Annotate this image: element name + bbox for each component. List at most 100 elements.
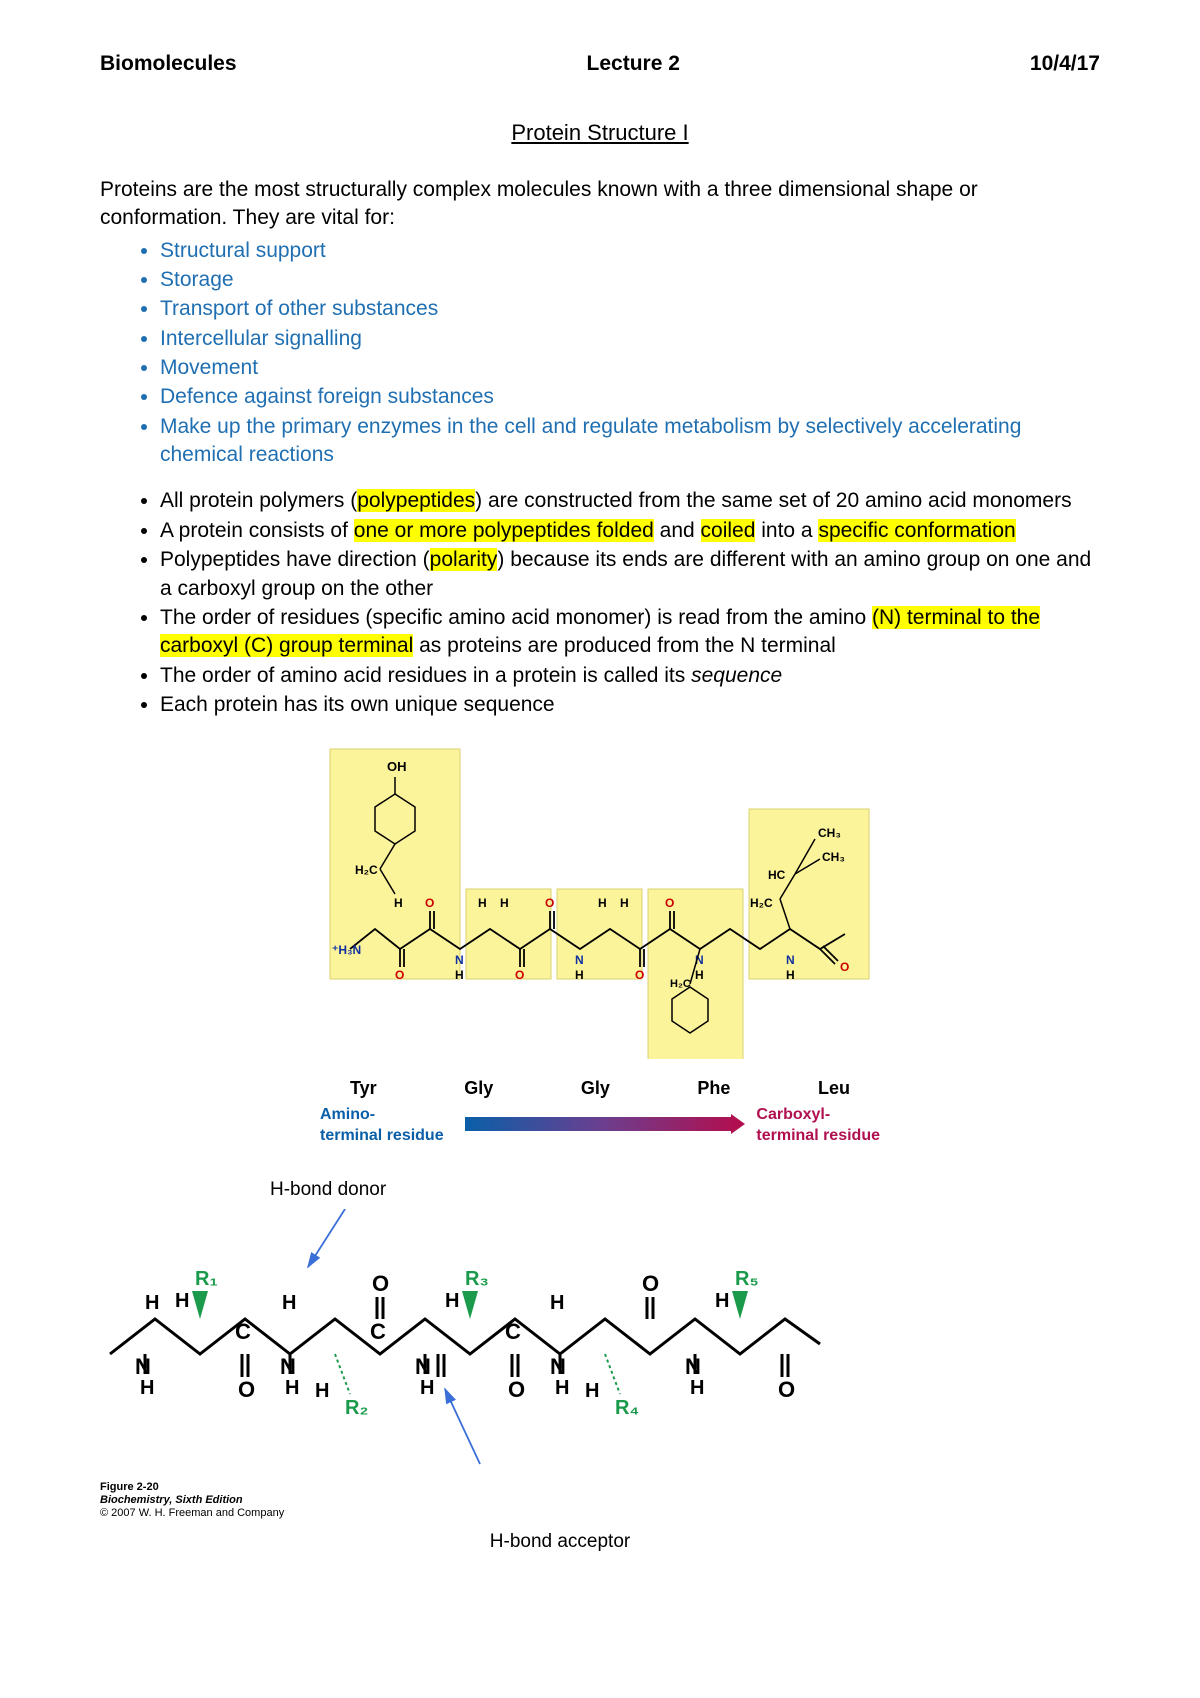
atom-label: O	[425, 896, 434, 910]
pentapeptide-svg: OH H₂C ⁺H₃N H	[320, 739, 880, 1059]
list-item: Each protein has its own unique sequence	[160, 691, 1100, 719]
atom-label: H	[315, 1380, 329, 1402]
highlight: coiled	[701, 519, 756, 542]
intro-text: Proteins are the most structurally compl…	[100, 176, 1100, 233]
atom-label: H	[690, 1377, 704, 1399]
atom-label: O	[372, 1271, 389, 1296]
atom-label: N	[786, 953, 795, 967]
list-item: Intercellular signalling	[160, 325, 1100, 353]
pentapeptide-diagram: OH H₂C ⁺H₃N H	[100, 739, 1100, 1147]
list-item: Make up the primary enzymes in the cell …	[160, 413, 1100, 470]
atom-label: N	[685, 1354, 701, 1379]
atom-label: H	[786, 968, 795, 982]
atom-label: C	[505, 1319, 521, 1344]
atom-label: O	[395, 968, 404, 982]
hbond-acceptor-label: H-bond acceptor	[260, 1529, 860, 1555]
atom-label: N	[455, 953, 464, 967]
functions-list: Structural support Storage Transport of …	[100, 237, 1100, 470]
text: A protein consists of	[160, 519, 354, 542]
highlight: polypeptides	[357, 489, 475, 512]
residue-label: Gly	[581, 1076, 610, 1100]
r-group-label: R₂	[345, 1397, 368, 1419]
list-item: All protein polymers (polypeptides) are …	[160, 487, 1100, 515]
atom-label: H	[555, 1377, 569, 1399]
residue-label: Gly	[464, 1076, 493, 1100]
atom-label: H	[695, 968, 704, 982]
residue-label: Phe	[697, 1076, 730, 1100]
atom-label: OH	[387, 759, 407, 774]
atom-label: H	[420, 1377, 434, 1399]
atom-label: N	[415, 1354, 431, 1379]
text: ) are constructed from the same set of 2…	[475, 489, 1071, 512]
figure-caption: Figure 2-20 Biochemistry, Sixth Edition …	[100, 1481, 860, 1521]
header-center: Lecture 2	[587, 50, 680, 78]
atom-label: H	[394, 896, 403, 910]
atom-label: H₂C	[355, 863, 378, 877]
atom-label: O	[665, 896, 674, 910]
list-item: A protein consists of one or more polype…	[160, 517, 1100, 545]
atom-label: C	[235, 1319, 251, 1344]
highlight: one or more polypeptides folded	[354, 519, 654, 542]
atom-label: H	[478, 896, 487, 910]
text: and	[654, 519, 701, 542]
hbond-svg: H N H R₁ H C O H N H R₂	[100, 1209, 860, 1469]
atom-label: C	[370, 1319, 386, 1344]
residue-labels-row: Tyr Gly Gly Phe Leu	[332, 1068, 868, 1104]
atom-label: ⁺H₃N	[332, 943, 361, 957]
caption-fig: Figure 2-20	[100, 1481, 159, 1493]
residue-label: Tyr	[350, 1076, 377, 1100]
atom-label: O	[778, 1377, 795, 1402]
atom-label: N	[575, 953, 584, 967]
caption-book: Biochemistry, Sixth Edition	[100, 1494, 243, 1506]
list-item: The order of amino acid residues in a pr…	[160, 662, 1100, 690]
atom-label: H	[285, 1377, 299, 1399]
header-left: Biomolecules	[100, 50, 237, 78]
atom-label: H	[620, 896, 629, 910]
atom-label: H	[550, 1292, 564, 1314]
text: All protein polymers (	[160, 489, 357, 512]
atom-label: O	[545, 896, 554, 910]
r-group-label: R₅	[735, 1268, 759, 1290]
header-right: 10/4/17	[1030, 50, 1100, 78]
atom-label: H	[598, 896, 607, 910]
list-item: Structural support	[160, 237, 1100, 265]
residue-label: Leu	[818, 1076, 850, 1100]
atom-label: H	[445, 1290, 459, 1312]
list-item: Polypeptides have direction (polarity) b…	[160, 546, 1100, 603]
page-header: Biomolecules Lecture 2 10/4/17	[100, 50, 1100, 78]
atom-label: H	[500, 896, 509, 910]
atom-label: N	[280, 1354, 296, 1379]
atom-label: O	[515, 968, 524, 982]
atom-label: H	[140, 1377, 154, 1399]
atom-label: H₂C	[750, 896, 773, 910]
highlight: specific conformation	[818, 519, 1015, 542]
atom-label: H	[145, 1292, 159, 1314]
atom-label: O	[508, 1377, 525, 1402]
atom-label: N	[550, 1354, 566, 1379]
atom-label: H	[175, 1290, 189, 1312]
atom-label: H	[585, 1380, 599, 1402]
atom-label: H	[455, 968, 464, 982]
hbond-donor-label: H-bond donor	[270, 1177, 860, 1203]
atom-label: O	[635, 968, 644, 982]
atom-label: O	[642, 1271, 659, 1296]
amino-terminal-label: Amino- terminal residue	[320, 1104, 444, 1147]
text: The order of amino acid residues in a pr…	[160, 664, 691, 687]
text: into a	[755, 519, 818, 542]
terminal-labels: Amino- terminal residue Carboxyl- termin…	[320, 1104, 880, 1147]
text: Polypeptides have direction (	[160, 548, 430, 571]
atom-label: H	[575, 968, 584, 982]
text: The order of residues (specific amino ac…	[160, 606, 872, 629]
atom-label: O	[840, 960, 849, 974]
caption-copyright: © 2007 W. H. Freeman and Company	[100, 1507, 284, 1519]
italic-text: sequence	[691, 664, 782, 687]
page-title: Protein Structure I	[100, 118, 1100, 148]
list-item: Transport of other substances	[160, 295, 1100, 323]
list-item: Defence against foreign substances	[160, 383, 1100, 411]
atom-label: N	[135, 1354, 151, 1379]
points-list: All protein polymers (polypeptides) are …	[100, 487, 1100, 719]
atom-label: CH₃	[822, 850, 845, 864]
highlight: polarity	[430, 548, 498, 571]
direction-arrow	[465, 1117, 735, 1131]
atom-label: H₂C	[670, 978, 691, 990]
